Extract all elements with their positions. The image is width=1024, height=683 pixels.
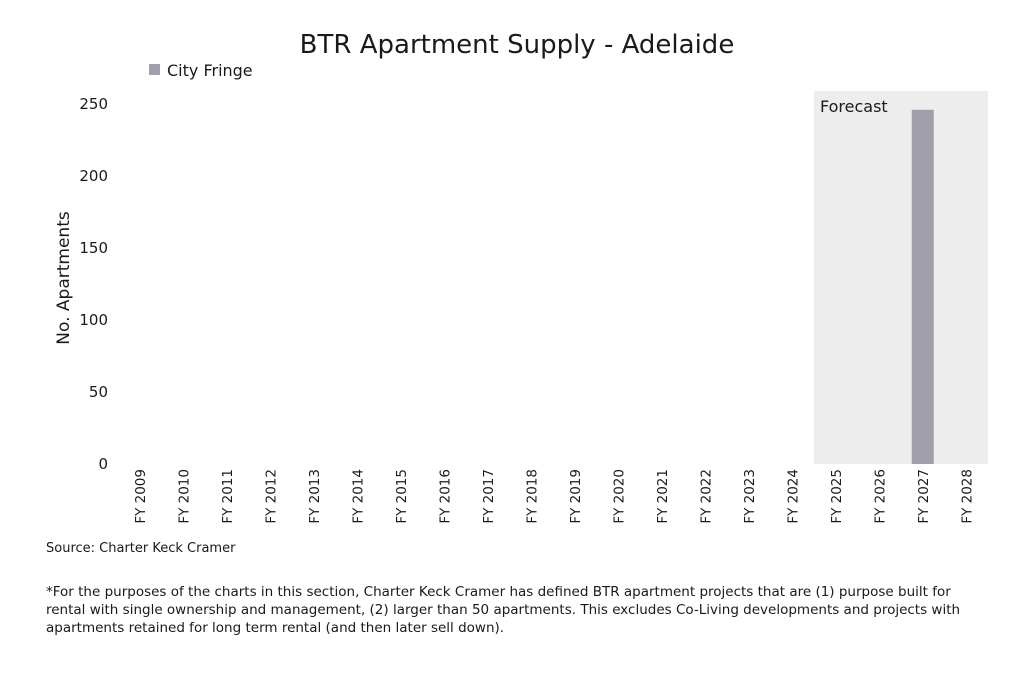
x-axis-ticks: FY 2009 FY 2010 FY 2011 FY 2012 FY 2013 FY 20… xyxy=(133,469,976,524)
x-tick-label: FY 2011 xyxy=(220,469,236,524)
x-tick-label: FY 2013 xyxy=(307,469,323,524)
bars xyxy=(911,109,934,464)
x-tick-label: FY 2015 xyxy=(394,469,410,524)
x-tick-label: FY 2010 xyxy=(176,469,192,524)
x-tick-label: FY 2022 xyxy=(698,469,714,524)
chart-title: BTR Apartment Supply - Adelaide xyxy=(300,30,735,60)
x-tick-label: FY 2021 xyxy=(655,469,671,524)
forecast-region xyxy=(814,91,988,464)
x-tick-label: FY 2019 xyxy=(568,469,584,524)
y-tick-label: 200 xyxy=(79,167,108,185)
legend-swatch-city-fringe xyxy=(149,64,160,75)
y-tick-label: 0 xyxy=(98,455,108,473)
source-note: Source: Charter Keck Cramer xyxy=(46,541,236,556)
y-tick-label: 250 xyxy=(79,95,108,113)
forecast-label: Forecast xyxy=(820,97,888,116)
x-tick-label: FY 2016 xyxy=(437,469,453,524)
x-tick-label: FY 2025 xyxy=(829,469,845,524)
x-tick-label: FY 2028 xyxy=(959,469,975,524)
x-tick-label: FY 2027 xyxy=(916,469,932,524)
x-tick-label: FY 2020 xyxy=(611,469,627,524)
chart: Forecast BTR Apartment Supply - Adelaide… xyxy=(54,30,988,524)
x-tick-label: FY 2012 xyxy=(263,469,279,524)
x-tick-label: FY 2024 xyxy=(785,469,801,524)
y-tick-label: 100 xyxy=(79,311,108,329)
y-tick-label: 150 xyxy=(79,239,108,257)
x-tick-label: FY 2009 xyxy=(133,469,149,524)
x-tick-label: FY 2023 xyxy=(742,469,758,524)
bar-fy-2027 xyxy=(911,109,934,464)
x-tick-label: FY 2018 xyxy=(524,469,540,524)
y-tick-label: 50 xyxy=(89,383,108,401)
y-axis-label: No. Apartments xyxy=(54,211,74,345)
footnote: *For the purposes of the charts in this … xyxy=(46,584,961,636)
x-tick-label: FY 2014 xyxy=(350,469,366,524)
x-tick-label: FY 2017 xyxy=(481,469,497,524)
legend-label-city-fringe: City Fringe xyxy=(167,61,253,80)
y-axis-ticks: 0 50 100 150 200 250 xyxy=(79,95,108,473)
x-tick-label: FY 2026 xyxy=(872,469,888,524)
